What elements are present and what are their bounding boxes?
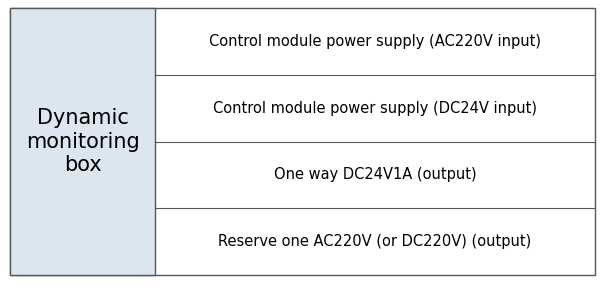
Text: Dynamic
monitoring
box: Dynamic monitoring box xyxy=(26,108,140,175)
Text: Control module power supply (DC24V input): Control module power supply (DC24V input… xyxy=(213,101,537,116)
Text: Reserve one AC220V (or DC220V) (output): Reserve one AC220V (or DC220V) (output) xyxy=(219,234,532,249)
Text: One way DC24V1A (output): One way DC24V1A (output) xyxy=(274,167,476,182)
Text: Control module power supply (AC220V input): Control module power supply (AC220V inpu… xyxy=(209,34,541,49)
Bar xyxy=(10,8,155,275)
